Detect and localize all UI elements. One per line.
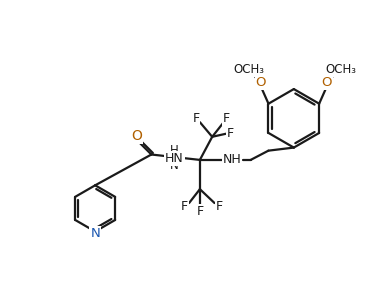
Text: OCH₃: OCH₃ [325, 63, 356, 76]
Text: NH: NH [223, 154, 242, 166]
Text: OCH₃: OCH₃ [233, 63, 264, 76]
Text: H
N: H N [170, 144, 179, 172]
Text: HN: HN [165, 152, 184, 165]
Text: F: F [227, 127, 234, 140]
Text: F: F [215, 200, 223, 213]
Text: O: O [131, 129, 142, 143]
Text: F: F [196, 205, 204, 218]
Text: N: N [90, 227, 100, 240]
Text: O: O [322, 76, 332, 88]
Text: F: F [222, 112, 230, 125]
Text: F: F [181, 200, 188, 213]
Text: O: O [255, 76, 266, 88]
Text: F: F [192, 112, 200, 125]
